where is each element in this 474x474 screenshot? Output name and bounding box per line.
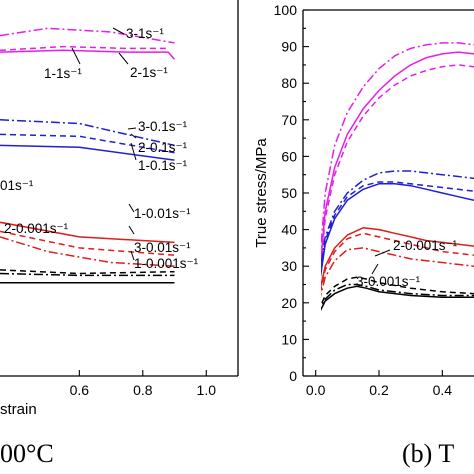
right-series-blue-dashdot bbox=[321, 170, 474, 271]
label-clipped-0.01s: 01s⁻¹ bbox=[0, 178, 34, 193]
label-3-0.001s: 3-0.001s⁻¹ bbox=[356, 274, 421, 289]
right-y-tick-label: 20 bbox=[281, 295, 297, 311]
label-1-0.01s: 1-0.01s⁻¹ bbox=[134, 206, 191, 221]
left-series-blue-dash bbox=[0, 133, 175, 154]
right-y-tick-label: 90 bbox=[281, 39, 297, 55]
right-series-red-solid bbox=[321, 227, 474, 289]
leader-2-01 bbox=[130, 133, 137, 139]
left-series-magenta-dash bbox=[0, 45, 169, 52]
leader-1-001 bbox=[128, 203, 135, 213]
right-series-blue-dash bbox=[321, 181, 474, 275]
right-y-tick-label: 70 bbox=[281, 112, 297, 128]
right-series-black-solid bbox=[321, 285, 474, 312]
label-3-0.01s: 3-0.01s⁻¹ bbox=[134, 240, 191, 255]
left-caption: 00°C bbox=[0, 439, 54, 468]
right-x-ticks: 0.0 0.2 0.4 bbox=[306, 370, 452, 398]
left-x-tick-label: 0.8 bbox=[133, 382, 153, 398]
leader-3-001 bbox=[128, 225, 135, 235]
left-x-tick-label: 0.6 bbox=[70, 382, 90, 398]
label-3-1s: 3-1s⁻¹ bbox=[126, 26, 164, 41]
right-series-red-dashdot bbox=[321, 247, 474, 298]
leader-1-01 bbox=[130, 142, 137, 161]
right-x-tick-label: 0.2 bbox=[369, 382, 389, 398]
right-series-magenta-dash bbox=[321, 64, 474, 273]
label-1-0.001s: 1-0.001s⁻¹ bbox=[134, 256, 199, 271]
label-1-0.1s: 1-0.1s⁻¹ bbox=[138, 158, 188, 173]
right-y-tick-label: 30 bbox=[281, 258, 297, 274]
right-series-red-dash bbox=[321, 232, 474, 293]
label-2-0.001s-right: 2-0.001s⁻¹ bbox=[393, 238, 458, 253]
left-x-axis-label: strain bbox=[0, 401, 37, 418]
left-chart: 0.6 0.8 1.0 strain 3-1s⁻¹ 1-1s⁻¹ 2-1s⁻¹ 3-… bbox=[0, 0, 239, 468]
leader-3-1 bbox=[112, 27, 125, 35]
label-3-0.1s: 3-0.1s⁻¹ bbox=[138, 119, 188, 134]
right-y-tick-label: 40 bbox=[281, 222, 297, 238]
right-series-black-dash bbox=[321, 276, 474, 307]
right-y-tick-label: 80 bbox=[281, 75, 297, 91]
left-x-ticks: 0.6 0.8 1.0 bbox=[70, 370, 217, 398]
right-y-tick-label: 10 bbox=[281, 331, 297, 347]
right-caption: (b) T bbox=[402, 439, 454, 468]
right-y-tick-label: 100 bbox=[274, 2, 298, 18]
label-2-1s: 2-1s⁻¹ bbox=[130, 65, 168, 80]
right-series-blue-solid bbox=[321, 183, 474, 279]
left-series-red-dash bbox=[0, 230, 175, 256]
left-series-red-dashdot bbox=[0, 236, 175, 267]
leader-2-1 bbox=[118, 52, 129, 65]
right-y-ticks: 0 10 20 30 40 50 60 70 80 90 100 bbox=[274, 2, 309, 384]
left-series-blue-dashdot bbox=[0, 119, 175, 147]
left-x-tick-label: 1.0 bbox=[197, 382, 217, 398]
leader-1-0001 bbox=[130, 250, 135, 261]
right-series-magenta-dashdot bbox=[321, 42, 474, 256]
left-series-blue-solid bbox=[0, 144, 175, 161]
right-x-tick-label: 0.0 bbox=[306, 382, 326, 398]
leader-3-01 bbox=[127, 127, 137, 130]
left-series-black-dashdot bbox=[0, 272, 175, 277]
right-series-magenta-solid bbox=[321, 51, 474, 268]
label-1-1s: 1-1s⁻¹ bbox=[44, 66, 82, 81]
leader-3-0001 bbox=[371, 263, 379, 275]
right-series-black-dashdot bbox=[321, 283, 474, 310]
label-2-0.001s-left: 2-0.001s⁻¹ bbox=[4, 221, 69, 236]
right-y-tick-label: 50 bbox=[281, 185, 297, 201]
left-series-group bbox=[0, 27, 176, 284]
left-series-magenta-solid bbox=[0, 49, 176, 60]
right-y-axis-label: True stress/MPa bbox=[253, 138, 270, 248]
left-series-magenta-dashdot bbox=[0, 27, 175, 44]
right-series-group bbox=[321, 42, 474, 312]
right-y-tick-label: 60 bbox=[281, 148, 297, 164]
label-2-0.1s: 2-0.1s⁻¹ bbox=[138, 140, 188, 155]
right-chart: 0 10 20 30 40 50 60 70 80 90 100 0.0 0.2 0.4 True st… bbox=[253, 2, 474, 468]
left-series-red-solid bbox=[0, 221, 175, 244]
leader-2-0001 bbox=[374, 249, 391, 257]
left-series-black-dash bbox=[0, 269, 175, 275]
right-y-tick-label: 0 bbox=[289, 368, 297, 384]
right-x-tick-label: 0.4 bbox=[433, 382, 453, 398]
leader-1-1 bbox=[71, 47, 81, 65]
